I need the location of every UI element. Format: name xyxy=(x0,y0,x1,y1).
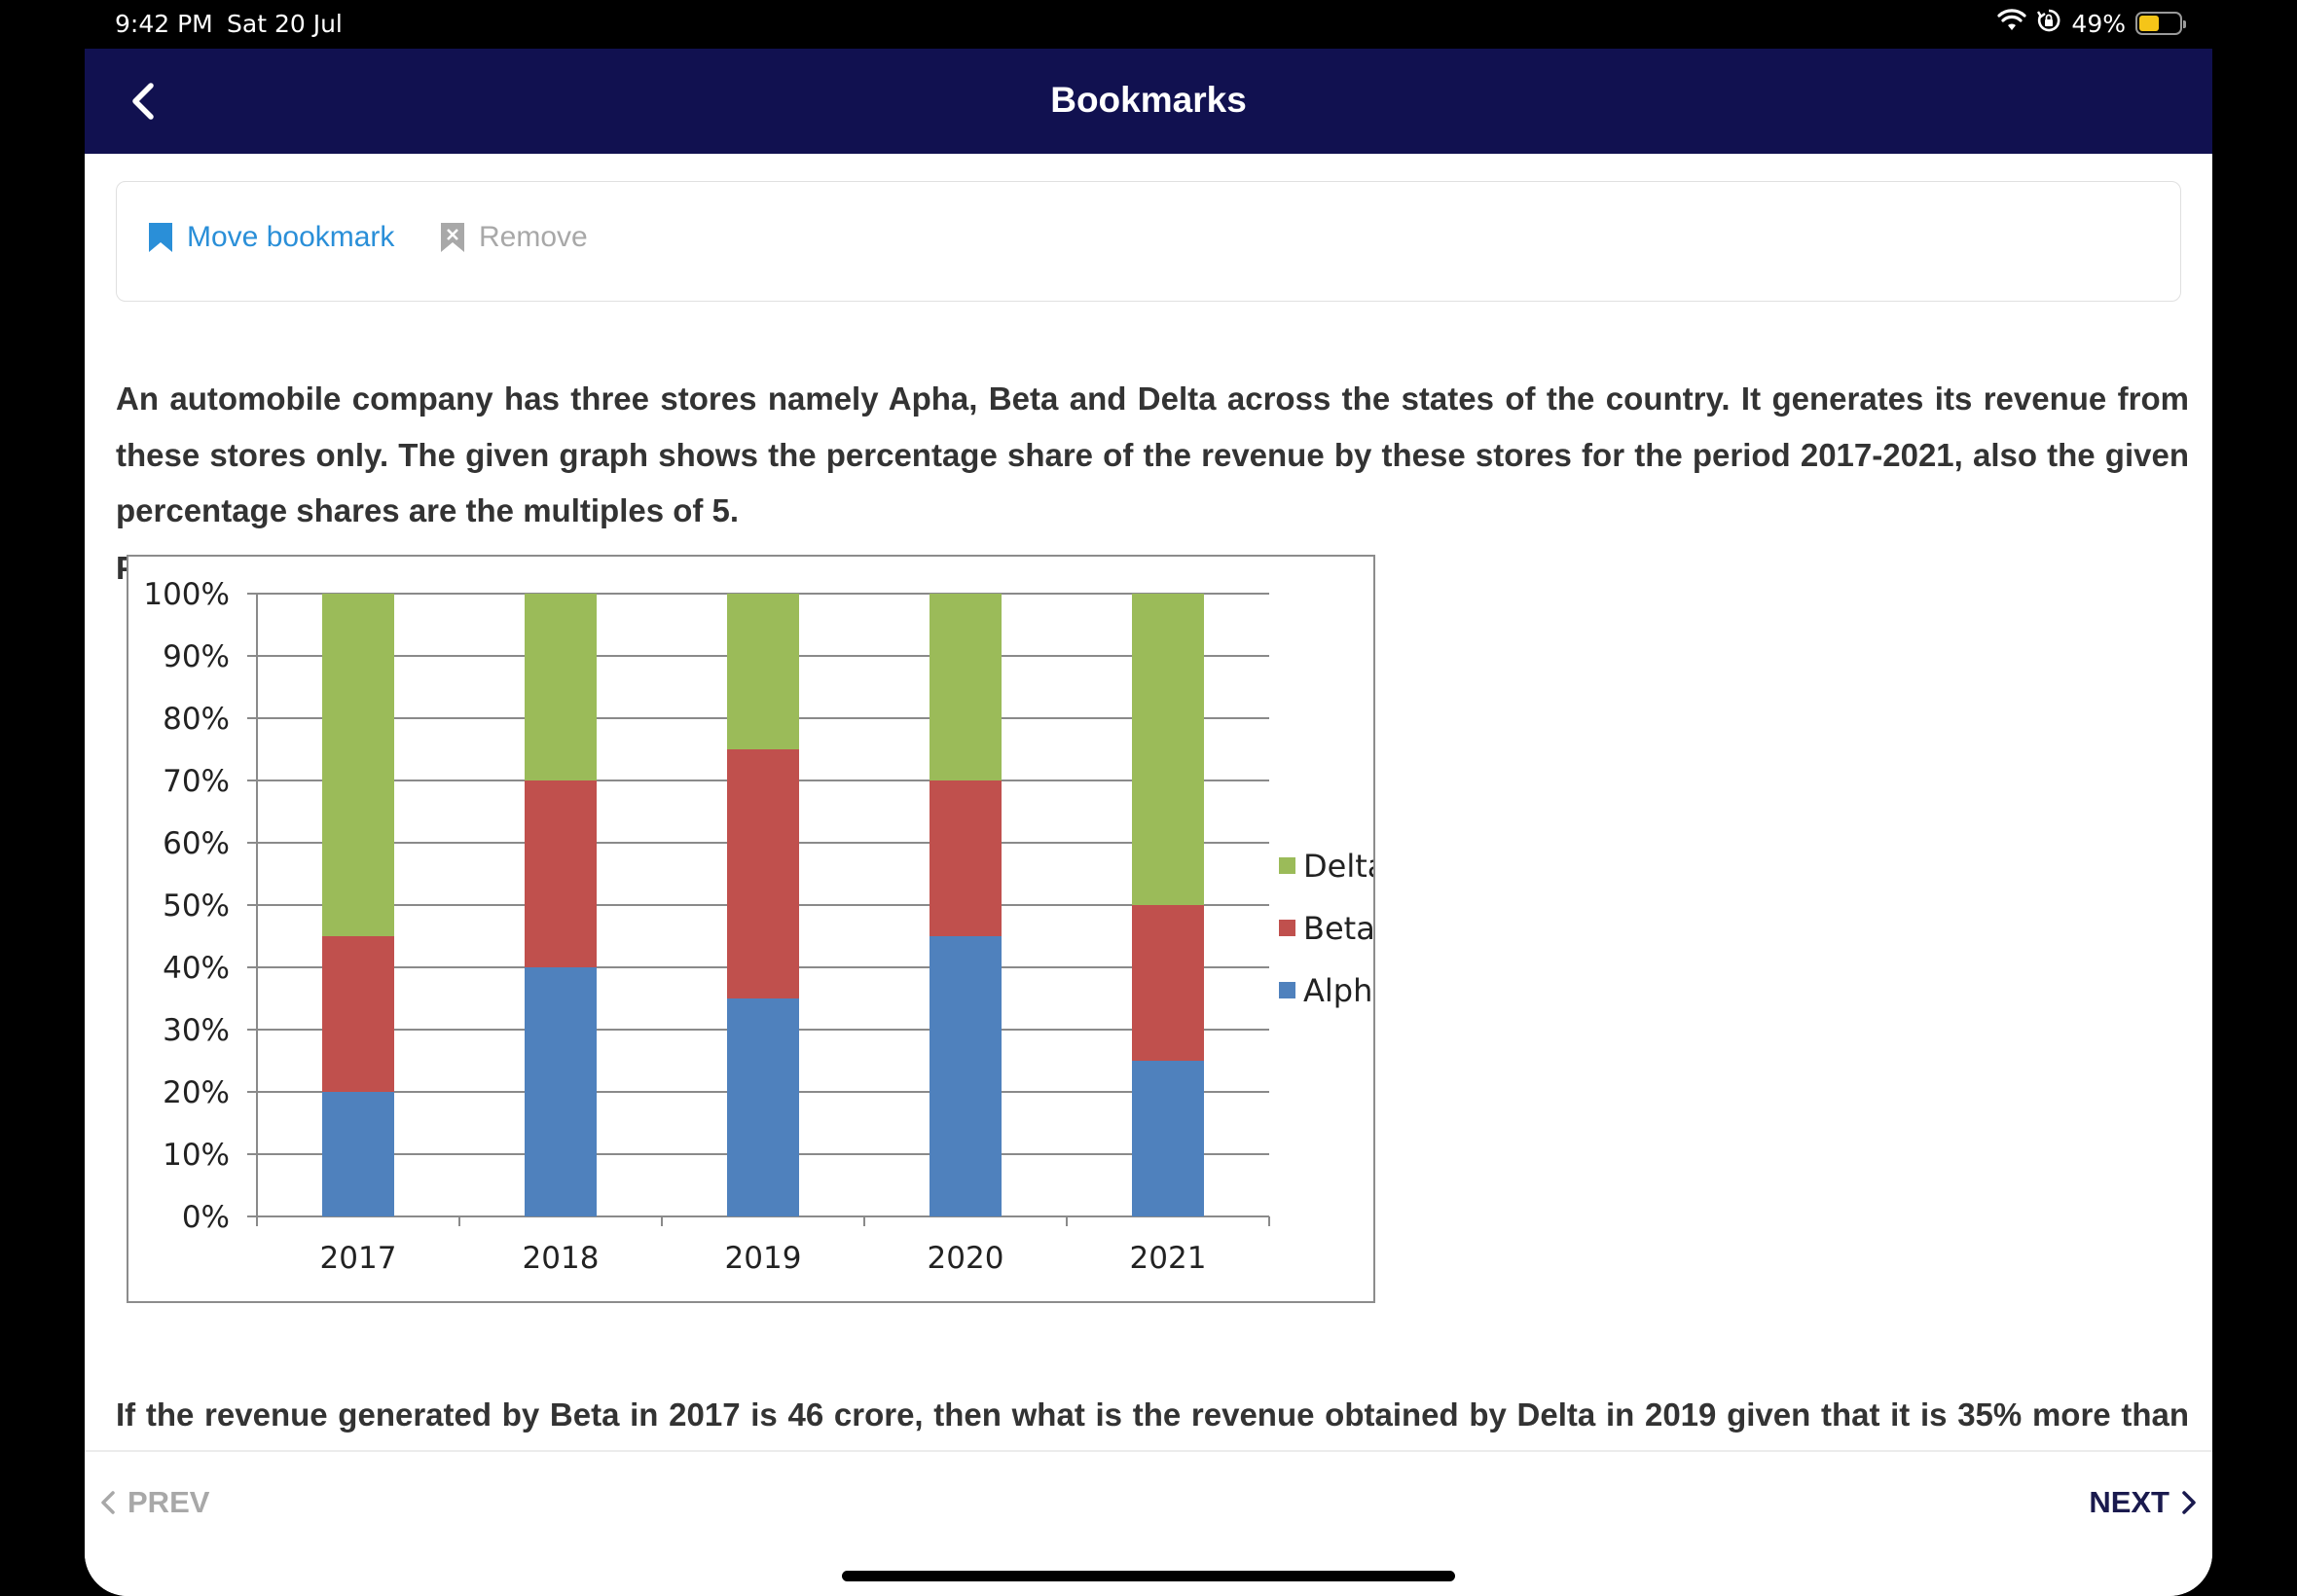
y-tick-label: 100% xyxy=(143,577,230,612)
remove-bookmark-button[interactable]: Remove xyxy=(440,221,588,254)
move-bookmark-button[interactable]: Move bookmark xyxy=(148,221,394,254)
chart-frame: 0% 10% 20% 30% 40% 50% 60% 70% 80% 90% 100% 2017 201… xyxy=(127,555,1375,1303)
legend-swatch-beta xyxy=(1279,920,1295,936)
x-tick-label: 2019 xyxy=(725,1241,802,1276)
back-button[interactable] xyxy=(122,78,168,125)
y-tick-label: 80% xyxy=(163,702,230,737)
bar-beta-2018 xyxy=(525,780,597,967)
y-tick-label: 40% xyxy=(163,951,230,986)
legend-label-delta: Delta xyxy=(1303,848,1373,885)
bar-delta-2021 xyxy=(1132,594,1204,905)
bar-delta-2018 xyxy=(525,594,597,780)
bar-alpha-2020 xyxy=(930,936,1002,1216)
bar-alpha-2018 xyxy=(525,967,597,1216)
stacked-bar-chart: 0% 10% 20% 30% 40% 50% 60% 70% 80% 90% 100% 2017 201… xyxy=(143,577,1373,1276)
page-title: Bookmarks xyxy=(1050,80,1247,120)
status-time: 9:42 PM xyxy=(115,10,213,38)
status-bar: 9:42 PM Sat 20 Jul 49% xyxy=(0,0,2297,49)
battery-percentage: 49% xyxy=(2071,9,2126,38)
y-tick-label: 10% xyxy=(163,1138,230,1173)
y-tick-label: 0% xyxy=(182,1200,230,1235)
next-button[interactable]: NEXT xyxy=(2089,1485,2199,1520)
y-tick-label: 90% xyxy=(163,639,230,674)
legend-swatch-delta xyxy=(1279,857,1295,874)
bookmark-icon xyxy=(149,223,172,252)
legend-label-alpha: Alpha xyxy=(1303,972,1373,1009)
y-tick-label: 50% xyxy=(163,889,230,924)
status-date: Sat 20 Jul xyxy=(227,10,343,38)
chevron-right-icon xyxy=(2182,1491,2196,1514)
bar-alpha-2017 xyxy=(322,1092,394,1216)
battery-level xyxy=(2139,16,2159,31)
bar-delta-2017 xyxy=(322,594,394,936)
bar-beta-2017 xyxy=(322,936,394,1092)
home-indicator xyxy=(842,1571,1455,1581)
chevron-left-icon xyxy=(132,83,154,120)
y-tick-label: 30% xyxy=(163,1013,230,1048)
bar-alpha-2019 xyxy=(727,998,799,1216)
orientation-lock-icon xyxy=(2036,8,2061,39)
bar-beta-2019 xyxy=(727,749,799,998)
bar-delta-2020 xyxy=(930,594,1002,780)
x-tick-label: 2020 xyxy=(928,1241,1004,1276)
legend-swatch-alpha xyxy=(1279,982,1295,998)
y-tick-label: 70% xyxy=(163,764,230,799)
question-paragraph: An automobile company has three stores n… xyxy=(116,381,2189,528)
move-bookmark-label: Move bookmark xyxy=(187,221,395,253)
battery-icon xyxy=(2135,12,2186,35)
bar-alpha-2021 xyxy=(1132,1061,1204,1216)
next-label: NEXT xyxy=(2089,1485,2169,1519)
legend-label-beta: Beta xyxy=(1303,910,1373,947)
x-tick-label: 2018 xyxy=(523,1241,600,1276)
x-tick-label: 2021 xyxy=(1130,1241,1207,1276)
app-window: Bookmarks Move bookmark Remove An automo… xyxy=(85,49,2212,1596)
wifi-icon xyxy=(1997,9,2027,38)
y-tick-label: 60% xyxy=(163,826,230,861)
remove-bookmark-icon xyxy=(441,223,464,252)
remove-bookmark-label: Remove xyxy=(479,221,588,253)
prev-label: PREV xyxy=(128,1485,210,1519)
status-icons: 49% xyxy=(1997,8,2186,39)
prev-button[interactable]: PREV xyxy=(98,1485,209,1520)
bar-beta-2020 xyxy=(930,780,1002,936)
bookmark-toolbar: Move bookmark Remove xyxy=(116,181,2181,302)
y-tick-label: 20% xyxy=(163,1075,230,1110)
bar-delta-2019 xyxy=(727,594,799,749)
chevron-left-icon xyxy=(101,1491,115,1514)
bar-beta-2021 xyxy=(1132,905,1204,1061)
x-tick-label: 2017 xyxy=(320,1241,397,1276)
nav-bar: Bookmarks xyxy=(85,49,2212,154)
